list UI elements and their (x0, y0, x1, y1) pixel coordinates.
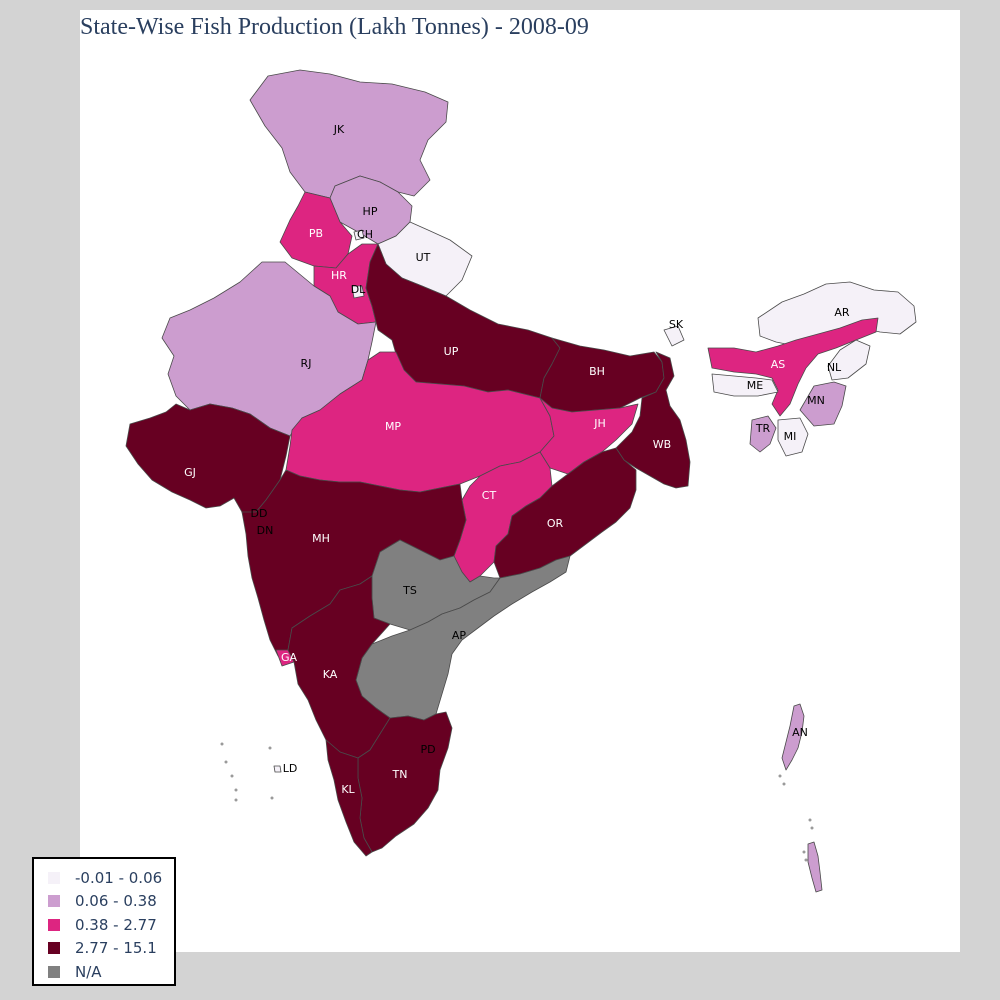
legend-item[interactable]: 2.77 - 15.1 (48, 937, 174, 961)
state-label-pb: PB (309, 227, 323, 240)
state-label-tn: TN (392, 768, 408, 781)
state-label-jh: JH (593, 417, 606, 430)
state-label-an: AN (792, 726, 808, 739)
island-dot (268, 746, 272, 750)
state-label-kl: KL (341, 783, 355, 796)
state-label-dl: DL (351, 283, 366, 296)
state-label-ld: LD (283, 762, 298, 775)
island-dot (782, 782, 786, 786)
state-label-nl: NL (827, 361, 842, 374)
state-label-sk: SK (669, 318, 684, 331)
state-label-rj: RJ (301, 357, 312, 370)
state-label-ga: GA (281, 651, 298, 664)
state-mn[interactable] (799, 381, 847, 427)
state-label-ut: UT (416, 251, 431, 264)
state-label-bh: BH (589, 365, 605, 378)
island-dot (234, 798, 238, 802)
state-label-dn: DN (257, 524, 274, 537)
island-dot (802, 850, 806, 854)
legend-label: 2.77 - 15.1 (75, 939, 157, 958)
state-jh[interactable] (539, 397, 639, 475)
legend-item[interactable]: 0.38 - 2.77 (48, 913, 174, 937)
state-label-mh: MH (312, 532, 330, 545)
legend-swatch (48, 895, 60, 908)
island-dot (804, 858, 808, 862)
state-sk[interactable] (663, 325, 685, 347)
legend-label: -0.01 - 0.06 (75, 868, 163, 887)
state-label-ct: CT (482, 489, 497, 502)
state-tr[interactable] (749, 415, 777, 453)
state-label-ch: CH (357, 228, 373, 241)
island-dot (224, 760, 228, 764)
state-bh[interactable] (539, 337, 665, 413)
state-label-ar: AR (834, 306, 850, 319)
state-label-wb: WB (653, 438, 671, 451)
legend-item[interactable]: N/A (48, 960, 174, 984)
state-label-mp: MP (385, 420, 401, 433)
state-label-tr: TR (755, 422, 771, 435)
island-dot (270, 796, 274, 800)
map-title: State-Wise Fish Production (Lakh Tonnes)… (80, 14, 589, 40)
state-label-as: AS (771, 358, 786, 371)
state-label-jk: JK (333, 123, 345, 136)
state-jk[interactable] (249, 69, 449, 199)
state-me[interactable] (711, 373, 779, 397)
state-label-dd: DD (251, 507, 268, 520)
state-label-ka: KA (323, 668, 338, 681)
legend-item[interactable]: -0.01 - 0.06 (48, 866, 174, 890)
state-dl[interactable] (351, 285, 365, 299)
island-dot (810, 826, 814, 830)
island-dot (778, 774, 782, 778)
legend: -0.01 - 0.06 0.06 - 0.38 0.38 - 2.77 2.7… (32, 857, 176, 986)
island-dot (808, 818, 812, 822)
legend-label: 0.06 - 0.38 (75, 892, 157, 911)
island-dot (234, 788, 238, 792)
state-mi[interactable] (777, 417, 809, 457)
state-label-gj: GJ (184, 466, 196, 479)
state-ld[interactable] (273, 765, 282, 773)
state-label-ap: AP (452, 629, 467, 642)
state-label-mn: MN (807, 394, 825, 407)
state-wb[interactable] (615, 351, 691, 489)
state-ch[interactable] (353, 229, 365, 241)
state-as[interactable] (707, 317, 879, 417)
island-dot (220, 742, 224, 746)
legend-label: 0.38 - 2.77 (75, 915, 157, 934)
state-kl[interactable] (325, 739, 373, 857)
state-ka[interactable] (287, 575, 391, 759)
state-label-or: OR (547, 517, 564, 530)
legend-item[interactable]: 0.06 - 0.38 (48, 890, 174, 914)
island-dot (230, 774, 234, 778)
legend-swatch (48, 965, 60, 978)
legend-swatch (48, 871, 60, 884)
state-an[interactable] (781, 703, 823, 893)
state-label-up: UP (444, 345, 459, 358)
state-label-mi: MI (784, 430, 797, 443)
state-label-ts: TS (402, 584, 417, 597)
state-label-hr: HR (331, 269, 347, 282)
legend-swatch (48, 918, 60, 931)
state-label-hp: HP (363, 205, 378, 218)
state-nl[interactable] (827, 339, 871, 381)
state-label-me: ME (747, 379, 763, 392)
legend-swatch (48, 942, 60, 955)
state-label-pd: PD (420, 743, 435, 756)
legend-label: N/A (75, 962, 102, 981)
